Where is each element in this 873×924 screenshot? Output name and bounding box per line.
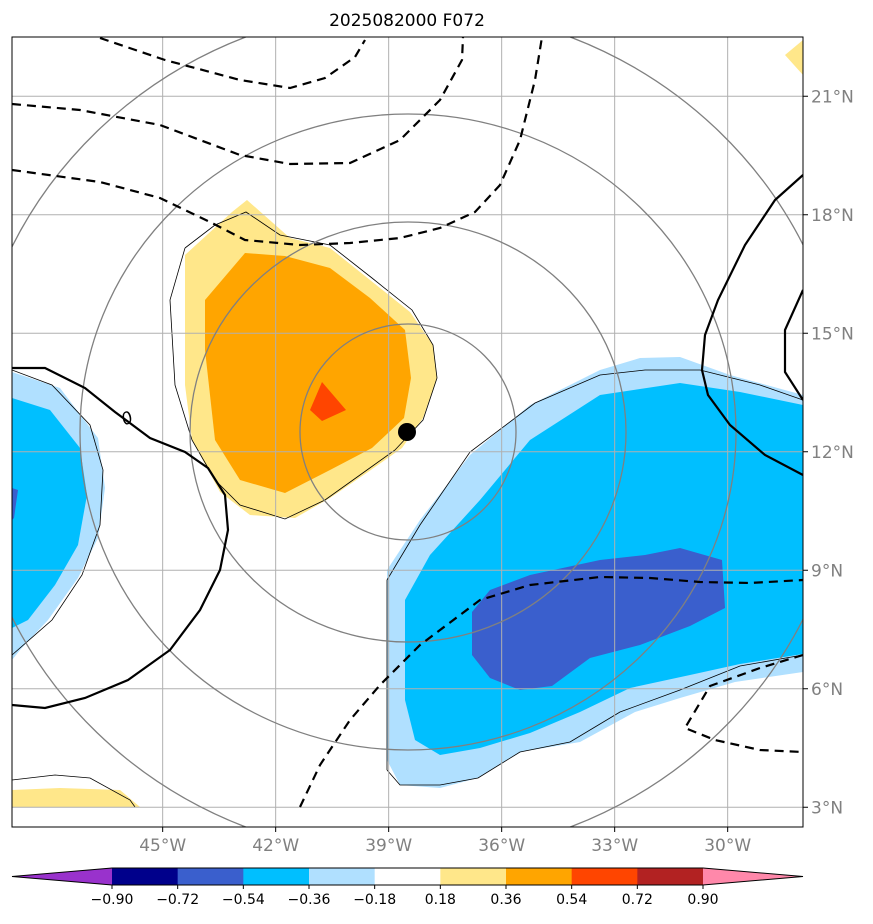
colorbar-segment xyxy=(309,868,376,885)
axis-ticks xyxy=(162,95,808,832)
fill-red-center xyxy=(310,382,346,421)
outline-southwest xyxy=(12,774,136,808)
colorbar-level-label: −0.90 xyxy=(91,892,134,908)
map-frame xyxy=(11,36,804,828)
range-ring-3 xyxy=(79,113,737,751)
longitude-tick-label: 36°W xyxy=(478,836,525,856)
colorbar-segment xyxy=(571,868,638,885)
latitude-tick-label: 21°N xyxy=(811,87,854,107)
storm-center-marker xyxy=(398,423,416,441)
colorbar-segment xyxy=(506,868,573,885)
contour-solid-west xyxy=(12,366,230,710)
outline-west xyxy=(12,369,104,656)
colorbar-level-label: 0.72 xyxy=(622,892,653,908)
black-contours xyxy=(12,37,803,808)
longitude-tick-label: 45°W xyxy=(139,836,186,856)
contour-dash-2 xyxy=(12,37,465,166)
longitude-tick-label: 42°W xyxy=(252,836,299,856)
longitude-tick-label: 33°W xyxy=(591,836,638,856)
outline-east xyxy=(386,369,803,786)
colorbar-extend-high xyxy=(703,868,803,885)
range-ring-2 xyxy=(189,221,627,643)
longitude-tick-label: 39°W xyxy=(365,836,412,856)
colorbar-segment xyxy=(440,868,507,885)
colorbar-level-label: −0.18 xyxy=(353,892,396,908)
colorbar-level-label: −0.54 xyxy=(222,892,265,908)
chart-title: 2025082000 F072 xyxy=(329,11,485,31)
colorbar-labels: −0.90 −0.72 −0.54 −0.36 −0.18 0.18 0.36 0.54 0.7… xyxy=(91,892,719,908)
shade-outlines xyxy=(12,211,803,808)
fill-yellow-northeast xyxy=(785,40,803,75)
grid-lines xyxy=(12,37,803,827)
contour-dash-south xyxy=(299,575,803,808)
latitude-tick-label: 6°N xyxy=(811,680,843,700)
range-ring-1 xyxy=(299,323,517,541)
contour-dash-3 xyxy=(12,37,544,247)
colorbar-level-label: 0.54 xyxy=(556,892,587,908)
colorbar-level-label: −0.72 xyxy=(156,892,199,908)
colorbar-segment xyxy=(637,868,704,885)
colorbar-extend-low xyxy=(12,868,112,885)
fill-orange-center xyxy=(205,253,411,493)
colorbar-segment xyxy=(112,868,179,885)
colorbar-segment xyxy=(243,868,310,885)
longitude-labels: 45°W 42°W 39°W 36°W 33°W 30°W xyxy=(139,836,751,856)
range-rings xyxy=(12,37,803,827)
contour-dash-southeast xyxy=(683,653,803,754)
contour-solid-east xyxy=(700,174,803,476)
contour-solid-east-inner xyxy=(783,289,803,401)
latitude-tick-label: 18°N xyxy=(811,206,854,226)
longitude-tick-label: 30°W xyxy=(704,836,751,856)
latitude-tick-label: 3°N xyxy=(811,798,843,818)
colorbar-level-label: −0.36 xyxy=(288,892,331,908)
colorbar-level-label: 0.18 xyxy=(425,892,456,908)
fill-yellow-southwest xyxy=(12,788,140,807)
shaded-contours xyxy=(12,40,803,807)
latitude-tick-label: 12°N xyxy=(811,443,854,463)
map-area: 0 xyxy=(12,37,803,827)
colorbar-level-label: 0.90 xyxy=(687,892,718,908)
contour-dash-1 xyxy=(99,37,366,90)
latitude-labels: 3°N 6°N 9°N 12°N 15°N 18°N 21°N xyxy=(811,87,854,818)
latitude-tick-label: 9°N xyxy=(811,561,843,581)
colorbar-segment xyxy=(374,868,441,885)
latitude-tick-label: 15°N xyxy=(811,324,854,344)
colorbar xyxy=(11,867,804,889)
colorbar-level-label: 0.36 xyxy=(490,892,521,908)
colorbar-segment xyxy=(177,868,244,885)
fill-dark-blue-west xyxy=(12,488,18,520)
